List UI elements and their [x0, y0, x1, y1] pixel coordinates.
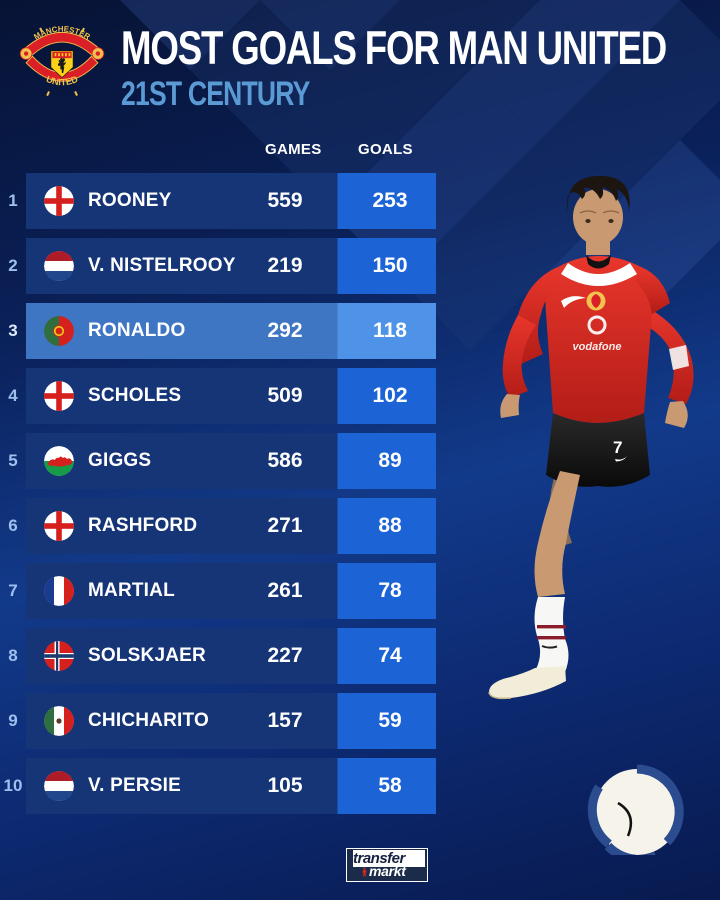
svg-text:7: 7	[613, 438, 622, 457]
svg-text:vodafone: vodafone	[573, 341, 622, 353]
